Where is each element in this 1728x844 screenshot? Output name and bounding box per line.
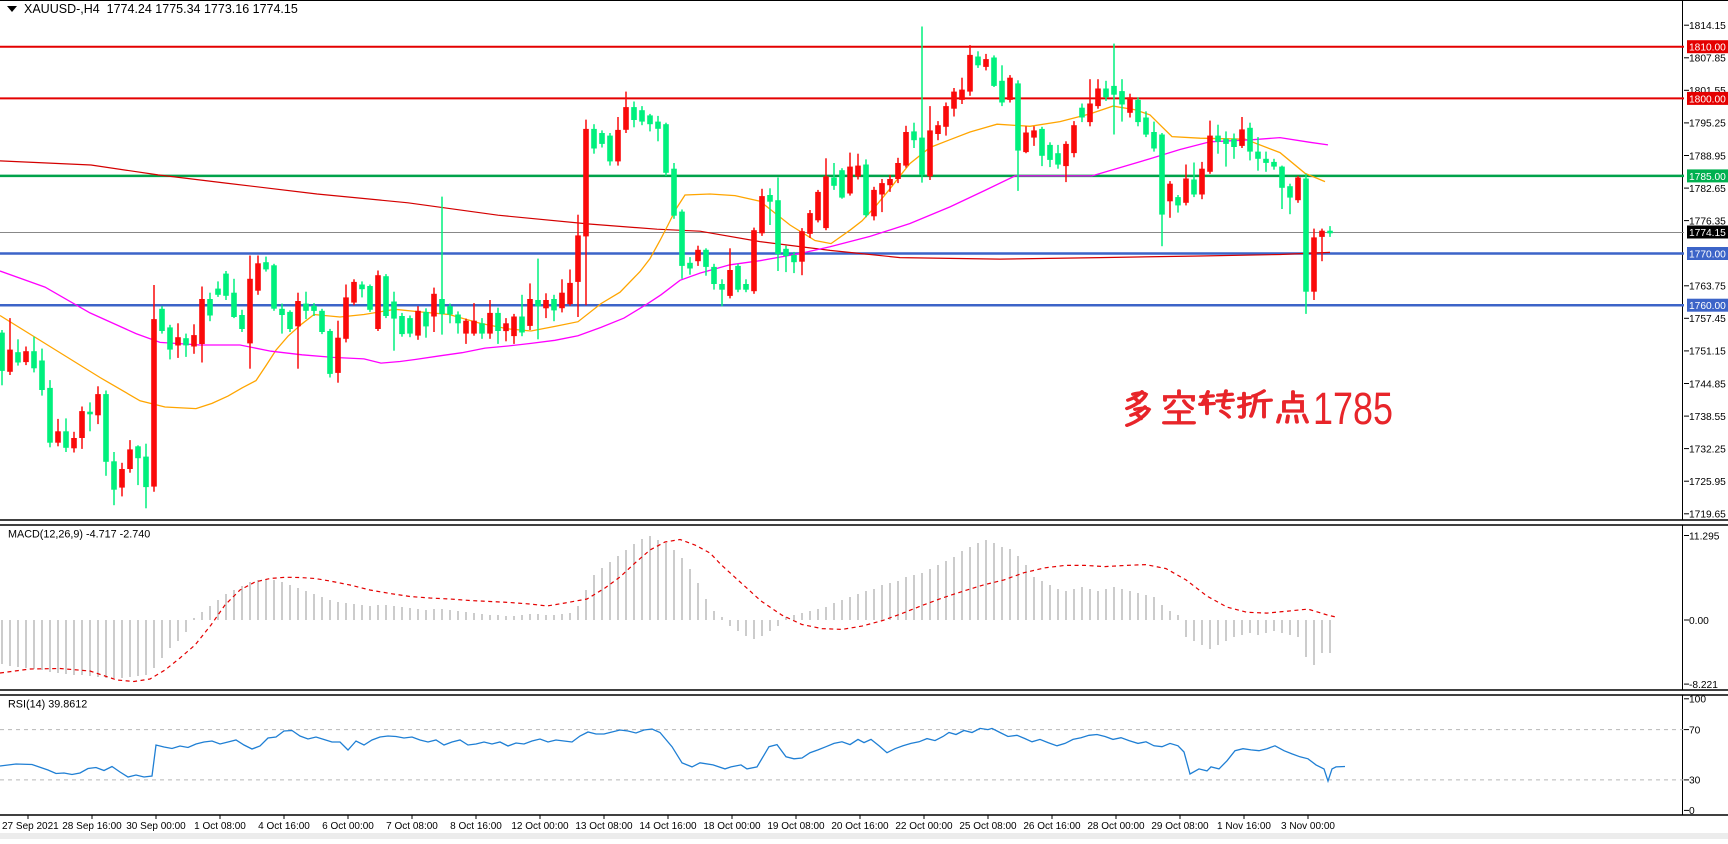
svg-text:1732.25: 1732.25 — [1689, 444, 1726, 455]
svg-text:12 Oct 00:00: 12 Oct 00:00 — [511, 821, 569, 832]
svg-text:1738.55: 1738.55 — [1689, 412, 1726, 423]
svg-text:1763.75: 1763.75 — [1689, 282, 1726, 293]
svg-text:25 Oct 08:00: 25 Oct 08:00 — [959, 821, 1017, 832]
svg-text:11.295: 11.295 — [1689, 531, 1720, 542]
svg-text:7 Oct 08:00: 7 Oct 08:00 — [386, 821, 438, 832]
svg-text:1744.85: 1744.85 — [1689, 379, 1726, 390]
svg-text:1774.15: 1774.15 — [1689, 228, 1726, 239]
svg-text:1760.00: 1760.00 — [1689, 301, 1726, 312]
svg-text:4 Oct 16:00: 4 Oct 16:00 — [258, 821, 310, 832]
svg-text:1719.65: 1719.65 — [1689, 510, 1726, 521]
svg-text:13 Oct 08:00: 13 Oct 08:00 — [575, 821, 633, 832]
svg-text:18 Oct 00:00: 18 Oct 00:00 — [703, 821, 761, 832]
svg-text:28 Sep 16:00: 28 Sep 16:00 — [62, 821, 122, 832]
svg-text:1810.00: 1810.00 — [1689, 43, 1726, 54]
svg-text:1795.25: 1795.25 — [1689, 119, 1726, 130]
svg-text:1782.65: 1782.65 — [1689, 184, 1726, 195]
svg-text:1751.15: 1751.15 — [1689, 347, 1726, 358]
svg-text:100: 100 — [1689, 695, 1706, 706]
svg-text:1 Oct 08:00: 1 Oct 08:00 — [194, 821, 246, 832]
svg-text:1814.15: 1814.15 — [1689, 21, 1726, 32]
svg-text:20 Oct 16:00: 20 Oct 16:00 — [831, 821, 889, 832]
svg-text:0: 0 — [1689, 806, 1695, 817]
svg-text:1800.00: 1800.00 — [1689, 94, 1726, 105]
svg-text:3 Nov 00:00: 3 Nov 00:00 — [1281, 821, 1335, 832]
svg-text:70: 70 — [1689, 725, 1701, 736]
svg-text:-8.221: -8.221 — [1689, 680, 1718, 691]
svg-text:28 Oct 00:00: 28 Oct 00:00 — [1087, 821, 1145, 832]
svg-text:19 Oct 08:00: 19 Oct 08:00 — [767, 821, 825, 832]
svg-text:RSI(14) 39.8612: RSI(14) 39.8612 — [8, 699, 87, 711]
svg-text:1770.00: 1770.00 — [1689, 250, 1726, 261]
svg-text:1757.45: 1757.45 — [1689, 314, 1726, 325]
svg-text:XAUUSD-,H4 1774.24 1775.34 17: XAUUSD-,H4 1774.24 1775.34 1773.16 1774.… — [24, 2, 298, 16]
svg-text:MACD(12,26,9) -4.717 -2.740: MACD(12,26,9) -4.717 -2.740 — [8, 529, 150, 541]
svg-text:1788.95: 1788.95 — [1689, 151, 1726, 162]
svg-text:0.00: 0.00 — [1689, 616, 1709, 627]
svg-text:1785.00: 1785.00 — [1689, 172, 1726, 183]
svg-text:1785: 1785 — [1313, 383, 1393, 434]
svg-text:1801.55: 1801.55 — [1689, 86, 1726, 97]
svg-text:30 Sep 00:00: 30 Sep 00:00 — [126, 821, 186, 832]
svg-text:1776.35: 1776.35 — [1689, 216, 1726, 227]
svg-text:26 Oct 16:00: 26 Oct 16:00 — [1023, 821, 1081, 832]
svg-text:22 Oct 00:00: 22 Oct 00:00 — [895, 821, 953, 832]
svg-text:30: 30 — [1689, 776, 1701, 787]
svg-text:1725.95: 1725.95 — [1689, 477, 1726, 488]
svg-text:27 Sep 2021: 27 Sep 2021 — [2, 821, 59, 832]
svg-text:29 Oct 08:00: 29 Oct 08:00 — [1151, 821, 1209, 832]
svg-text:8 Oct 16:00: 8 Oct 16:00 — [450, 821, 502, 832]
svg-text:14 Oct 16:00: 14 Oct 16:00 — [639, 821, 697, 832]
svg-text:1807.85: 1807.85 — [1689, 54, 1726, 65]
svg-text:1 Nov 16:00: 1 Nov 16:00 — [1217, 821, 1271, 832]
svg-text:6 Oct 00:00: 6 Oct 00:00 — [322, 821, 374, 832]
